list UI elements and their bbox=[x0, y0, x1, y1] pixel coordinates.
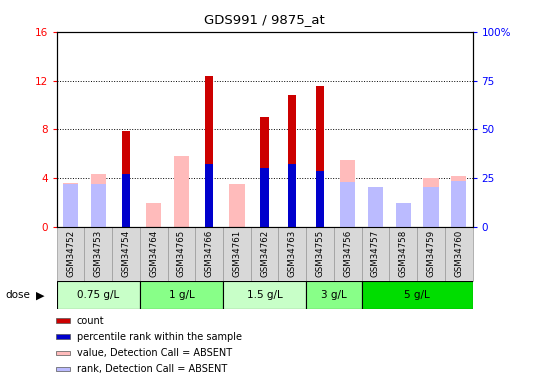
Text: GSM34759: GSM34759 bbox=[427, 230, 435, 277]
Bar bbox=[230, 184, 245, 227]
Bar bbox=[260, 117, 269, 227]
Bar bbox=[260, 168, 269, 227]
Bar bbox=[451, 181, 466, 227]
Bar bbox=[63, 183, 78, 227]
Bar bbox=[56, 351, 71, 355]
Text: GSM34755: GSM34755 bbox=[315, 230, 325, 277]
Bar bbox=[451, 176, 466, 227]
Text: 5 g/L: 5 g/L bbox=[404, 290, 430, 300]
Bar bbox=[57, 281, 140, 309]
Text: GSM34752: GSM34752 bbox=[66, 230, 75, 277]
Text: ▶: ▶ bbox=[36, 290, 45, 300]
Bar bbox=[279, 227, 306, 281]
Bar bbox=[57, 227, 84, 281]
Bar bbox=[205, 76, 213, 227]
Text: GSM34756: GSM34756 bbox=[343, 230, 352, 277]
Text: GSM34754: GSM34754 bbox=[122, 230, 131, 277]
Bar bbox=[362, 227, 389, 281]
Bar bbox=[389, 227, 417, 281]
Bar bbox=[56, 334, 71, 339]
Bar bbox=[140, 227, 167, 281]
Bar bbox=[288, 95, 296, 227]
Bar bbox=[306, 281, 362, 309]
Bar bbox=[334, 227, 362, 281]
Bar bbox=[174, 156, 189, 227]
Text: value, Detection Call = ABSENT: value, Detection Call = ABSENT bbox=[77, 348, 232, 358]
Bar bbox=[362, 281, 472, 309]
Bar bbox=[316, 86, 324, 227]
Bar bbox=[140, 281, 223, 309]
Text: 1 g/L: 1 g/L bbox=[168, 290, 194, 300]
Text: GSM34753: GSM34753 bbox=[94, 230, 103, 277]
Bar bbox=[195, 227, 223, 281]
Text: GSM34761: GSM34761 bbox=[232, 230, 241, 277]
Text: GDS991 / 9875_at: GDS991 / 9875_at bbox=[204, 13, 325, 26]
Bar bbox=[223, 281, 306, 309]
Bar bbox=[396, 202, 411, 227]
Bar bbox=[91, 174, 106, 227]
Bar bbox=[122, 130, 130, 227]
Text: GSM34760: GSM34760 bbox=[454, 230, 463, 277]
Bar bbox=[167, 227, 195, 281]
Bar bbox=[340, 160, 355, 227]
Bar bbox=[396, 202, 411, 227]
Bar bbox=[423, 178, 438, 227]
Text: count: count bbox=[77, 315, 105, 326]
Bar bbox=[288, 164, 296, 227]
Bar bbox=[368, 188, 383, 227]
Bar bbox=[368, 187, 383, 227]
Bar bbox=[63, 184, 78, 227]
Bar bbox=[417, 227, 445, 281]
Bar bbox=[306, 227, 334, 281]
Text: dose: dose bbox=[5, 290, 30, 300]
Text: 3 g/L: 3 g/L bbox=[321, 290, 347, 300]
Bar bbox=[445, 227, 472, 281]
Text: percentile rank within the sample: percentile rank within the sample bbox=[77, 332, 242, 342]
Bar bbox=[112, 227, 140, 281]
Bar bbox=[340, 182, 355, 227]
Text: GSM34766: GSM34766 bbox=[205, 230, 214, 277]
Bar bbox=[56, 367, 71, 371]
Text: GSM34757: GSM34757 bbox=[371, 230, 380, 277]
Text: rank, Detection Call = ABSENT: rank, Detection Call = ABSENT bbox=[77, 364, 227, 374]
Bar bbox=[84, 227, 112, 281]
Text: GSM34765: GSM34765 bbox=[177, 230, 186, 277]
Bar bbox=[205, 164, 213, 227]
Text: GSM34763: GSM34763 bbox=[288, 230, 297, 277]
Bar bbox=[56, 318, 71, 323]
Bar bbox=[316, 171, 324, 227]
Text: GSM34764: GSM34764 bbox=[149, 230, 158, 277]
Bar bbox=[423, 187, 438, 227]
Text: 1.5 g/L: 1.5 g/L bbox=[247, 290, 282, 300]
Bar bbox=[122, 174, 130, 227]
Text: GSM34762: GSM34762 bbox=[260, 230, 269, 277]
Bar bbox=[91, 184, 106, 227]
Bar bbox=[223, 227, 251, 281]
Bar bbox=[251, 227, 279, 281]
Text: 0.75 g/L: 0.75 g/L bbox=[77, 290, 119, 300]
Text: GSM34758: GSM34758 bbox=[399, 230, 408, 277]
Bar bbox=[146, 202, 161, 227]
